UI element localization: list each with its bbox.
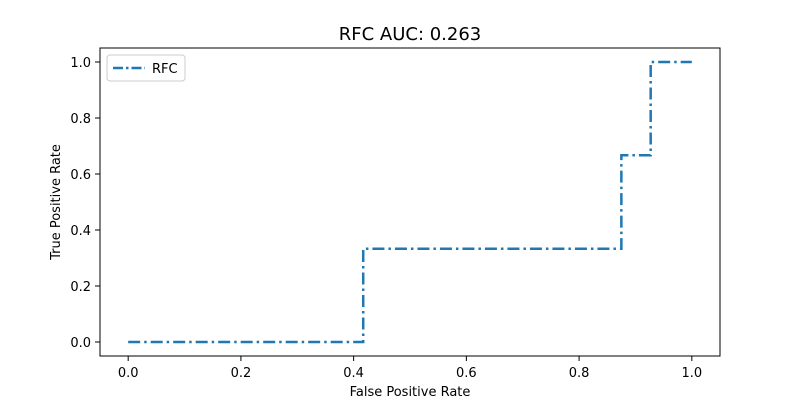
series-layer [128,60,692,344]
y-tick-label: 1.0 [70,56,91,71]
series-line-rfc [128,60,692,344]
x-tick-label: 0.4 [343,366,364,381]
y-tick-label: 0.8 [70,112,91,127]
x-tick-label: 0.8 [569,366,590,381]
axis-ticks: 0.0 0.2 0.4 0.6 0.8 1.0 0.0 0.2 0.4 0.6 0.8 1.0 [70,56,702,381]
y-tick-label: 0.0 [70,336,91,351]
x-tick-label: 0.0 [118,366,139,381]
y-tick-label: 0.6 [70,168,91,183]
x-tick-label: 0.2 [231,366,252,381]
x-tick-label: 1.0 [681,366,702,381]
plot-frame [99,47,721,357]
y-tick-label: 0.2 [70,280,91,295]
y-axis-label: True Positive Rate [49,144,64,261]
legend-box [106,54,186,82]
legend: RFC [106,54,186,82]
x-tick-label: 0.6 [456,366,477,381]
chart-title: RFC AUC: 0.263 [339,24,482,45]
legend-label: RFC [152,62,178,77]
x-axis-label: False Positive Rate [350,385,471,400]
y-tick-label: 0.4 [70,224,91,239]
